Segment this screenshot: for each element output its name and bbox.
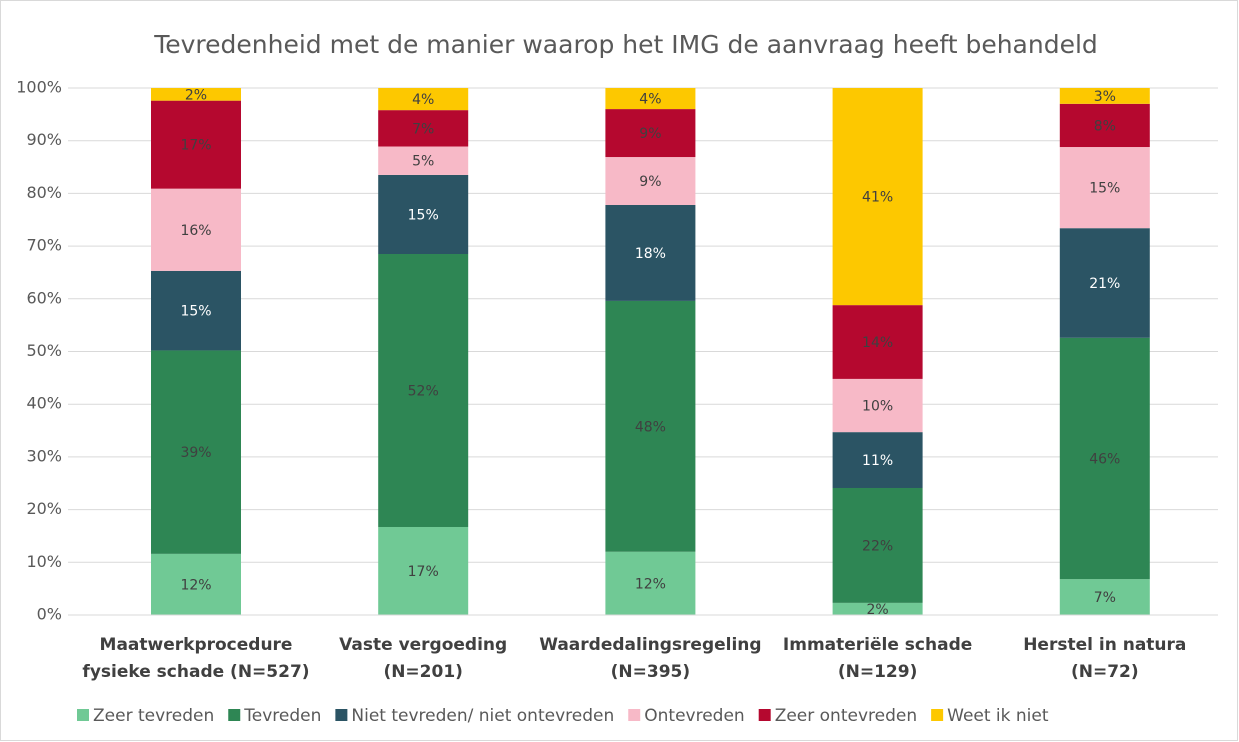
bar-segment: [832, 88, 923, 306]
data-label: 52%: [408, 383, 439, 399]
data-label: 9%: [639, 126, 661, 142]
data-label: 12%: [635, 576, 666, 592]
y-tick-label: 40%: [26, 394, 62, 413]
y-tick-label: 20%: [26, 499, 62, 518]
y-tick-label: 0%: [37, 605, 62, 624]
y-tick-label: 80%: [26, 183, 62, 202]
data-label: 11%: [862, 453, 893, 469]
legend-swatch: [758, 709, 771, 721]
y-tick-label: 100%: [16, 78, 62, 97]
y-tick-label: 90%: [26, 130, 62, 149]
bar-segment: [151, 188, 241, 271]
data-label: 14%: [862, 335, 893, 351]
bar-segment: [832, 432, 923, 488]
bar-segment: [1059, 337, 1150, 580]
legend-label: Weet ik niet: [947, 706, 1049, 726]
bar-segment: [832, 487, 923, 603]
bar-segment: [378, 146, 469, 175]
legend-label: Ontevreden: [644, 706, 744, 726]
bar-segment: [151, 270, 241, 351]
y-tick-label: 30%: [26, 446, 62, 465]
data-label: 10%: [862, 399, 893, 415]
legend-swatch: [228, 709, 241, 721]
bar-segment: [378, 174, 469, 255]
data-label: 46%: [1089, 451, 1120, 467]
x-tick-label: (N=129): [838, 662, 918, 682]
data-label: 41%: [862, 190, 893, 206]
data-label: 9%: [639, 174, 661, 190]
x-tick-label: fysieke schade (N=527): [82, 662, 309, 682]
data-label: 17%: [180, 138, 211, 154]
bar-segment: [378, 110, 469, 147]
data-label: 7%: [412, 121, 434, 137]
x-tick-label: Immateriële schade: [783, 635, 972, 655]
legend-swatch: [628, 709, 641, 721]
bar-segment: [605, 300, 696, 552]
data-label: 5%: [412, 154, 434, 170]
bar-segment: [378, 254, 469, 527]
legend-swatch: [931, 709, 944, 721]
data-label: 17%: [408, 564, 439, 580]
bar-segment: [1059, 579, 1150, 615]
x-tick-label: (N=72): [1071, 662, 1139, 682]
y-tick-label: 10%: [26, 552, 62, 571]
bar-segment: [605, 204, 696, 301]
x-tick-label: Vaste vergoeding: [339, 635, 507, 655]
data-label: 16%: [180, 223, 211, 239]
legend-swatch: [335, 709, 348, 721]
bar-segment: [1059, 88, 1150, 104]
data-label: 2%: [866, 602, 888, 618]
data-label: 15%: [408, 207, 439, 223]
y-tick-label: 60%: [26, 288, 62, 307]
x-tick-label: (N=395): [611, 662, 691, 682]
bar-segment: [378, 526, 469, 615]
data-label: 18%: [635, 246, 666, 262]
y-tick-label: 70%: [26, 236, 62, 255]
bar-segment: [1059, 228, 1150, 338]
x-tick-label: Maatwerkprocedure: [100, 635, 293, 655]
bar-segment: [378, 88, 469, 111]
data-label: 15%: [180, 304, 211, 320]
bar-segment: [1059, 103, 1150, 148]
x-tick-label: Herstel in natura: [1023, 635, 1186, 655]
data-label: 22%: [862, 538, 893, 554]
bar-segment: [151, 350, 241, 554]
bar-segment: [1059, 147, 1150, 229]
y-tick-label: 50%: [26, 341, 62, 360]
bar-segment: [605, 551, 696, 615]
bar-segment: [605, 157, 696, 205]
data-label: 39%: [180, 445, 211, 461]
bar-segment: [151, 553, 241, 615]
legend-label: Zeer tevreden: [93, 706, 214, 726]
data-label: 3%: [1094, 89, 1116, 105]
x-tick-label: Waardedalingsregeling: [539, 635, 761, 655]
legend-label: Zeer ontevreden: [775, 706, 917, 726]
data-label: 4%: [639, 92, 661, 108]
legend-label: Tevreden: [243, 706, 321, 726]
data-label: 4%: [412, 92, 434, 108]
bar-segment: [832, 305, 923, 379]
bar-segment: [832, 602, 923, 615]
x-tick-label: (N=201): [383, 662, 463, 682]
legend-label: Niet tevreden/ niet ontevreden: [351, 706, 614, 726]
data-label: 8%: [1094, 118, 1116, 134]
data-label: 7%: [1094, 590, 1116, 606]
data-label: 12%: [180, 577, 211, 593]
bar-segment: [151, 100, 241, 189]
data-label: 2%: [185, 87, 207, 103]
data-label: 21%: [1089, 276, 1120, 292]
bar-segment: [605, 109, 696, 158]
chart-title: Tevredenheid met de manier waarop het IM…: [153, 30, 1098, 59]
bar-segment: [605, 88, 696, 110]
data-label: 48%: [635, 419, 666, 435]
bar-segment: [151, 88, 241, 101]
bar-segment: [832, 378, 923, 433]
data-label: 15%: [1089, 181, 1120, 197]
legend-swatch: [77, 709, 89, 721]
